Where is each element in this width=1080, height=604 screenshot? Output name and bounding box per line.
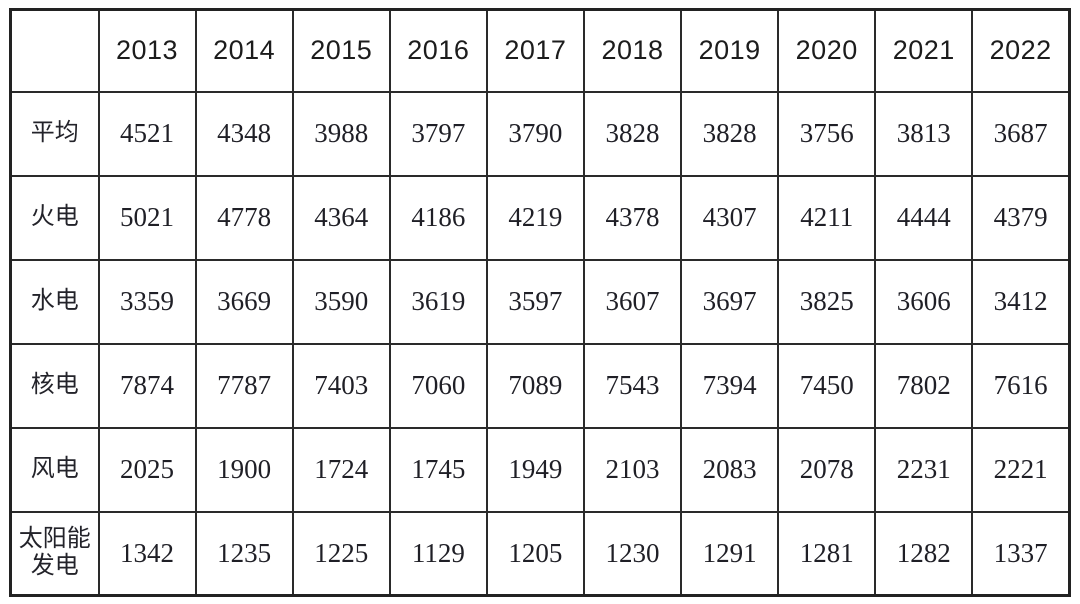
value-cell: 2231	[874, 426, 974, 513]
value-cell: 5021	[97, 174, 197, 261]
value-cell: 1282	[874, 510, 974, 597]
value-cell: 7802	[874, 342, 974, 429]
value-cell: 1949	[485, 426, 585, 513]
value-cell: 1724	[291, 426, 391, 513]
value-cell: 4379	[971, 174, 1071, 261]
value-cell: 1900	[194, 426, 294, 513]
value-cell: 1225	[291, 510, 391, 597]
value-cell: 1230	[582, 510, 683, 597]
table-row: 风电 2025 1900 1724 1745 1949 2103 2083 2078 2231 22…	[9, 426, 1071, 513]
value-cell: 3988	[291, 90, 391, 177]
table-row: 平均 4521 4348 3988 3797 3790 3828 3828 3756 3813 36…	[9, 90, 1071, 177]
table-header: 2013 2014 2015 2016 2017 2018 2019 2020 2021 2022	[9, 8, 1071, 93]
value-cell: 3828	[582, 90, 683, 177]
value-cell: 7543	[582, 342, 683, 429]
value-cell: 1205	[485, 510, 585, 597]
year-header-cell: 2017	[485, 8, 585, 93]
value-cell: 4778	[194, 174, 294, 261]
value-cell: 3756	[777, 90, 877, 177]
year-header-cell: 2019	[680, 8, 780, 93]
table-row: 水电 3359 3669 3590 3619 3597 3607 3697 3825 3606 34…	[9, 258, 1071, 345]
value-cell: 7089	[485, 342, 585, 429]
value-cell: 4186	[388, 174, 488, 261]
value-cell: 7616	[971, 342, 1071, 429]
table-row: 太阳能发电 1342 1235 1225 1129 1205 1230 1291 1281 128…	[9, 510, 1071, 597]
value-cell: 4378	[582, 174, 683, 261]
value-cell: 2025	[97, 426, 197, 513]
value-cell: 3687	[971, 90, 1071, 177]
value-cell: 3797	[388, 90, 488, 177]
value-cell: 3790	[485, 90, 585, 177]
corner-cell	[9, 8, 100, 93]
value-cell: 3359	[97, 258, 197, 345]
value-cell: 4307	[680, 174, 780, 261]
year-header-cell: 2016	[388, 8, 488, 93]
value-cell: 4219	[485, 174, 585, 261]
value-cell: 7874	[97, 342, 197, 429]
row-label-cell: 水电	[9, 258, 100, 345]
value-cell: 3825	[777, 258, 877, 345]
value-cell: 3669	[194, 258, 294, 345]
value-cell: 3607	[582, 258, 683, 345]
value-cell: 1129	[388, 510, 488, 597]
value-cell: 4364	[291, 174, 391, 261]
value-cell: 3590	[291, 258, 391, 345]
data-table: 2013 2014 2015 2016 2017 2018 2019 2020 2021 2022…	[9, 8, 1071, 597]
year-header-cell: 2018	[582, 8, 683, 93]
value-cell: 7394	[680, 342, 780, 429]
value-cell: 7403	[291, 342, 391, 429]
value-cell: 3828	[680, 90, 780, 177]
value-cell: 2221	[971, 426, 1071, 513]
table-row: 火电 5021 4778 4364 4186 4219 4378 4307 4211 4444 43…	[9, 174, 1071, 261]
value-cell: 4521	[97, 90, 197, 177]
value-cell: 3813	[874, 90, 974, 177]
row-label-cell: 核电	[9, 342, 100, 429]
header-row: 2013 2014 2015 2016 2017 2018 2019 2020 2021 2022	[9, 8, 1071, 93]
value-cell: 7787	[194, 342, 294, 429]
value-cell: 1291	[680, 510, 780, 597]
value-cell: 3597	[485, 258, 585, 345]
value-cell: 3412	[971, 258, 1071, 345]
value-cell: 1337	[971, 510, 1071, 597]
table-row: 核电 7874 7787 7403 7060 7089 7543 7394 7450 7802 76…	[9, 342, 1071, 429]
year-header-cell: 2020	[777, 8, 877, 93]
value-cell: 3697	[680, 258, 780, 345]
row-label-cell: 火电	[9, 174, 100, 261]
year-header-cell: 2013	[97, 8, 197, 93]
row-label-cell: 风电	[9, 426, 100, 513]
value-cell: 7060	[388, 342, 488, 429]
value-cell: 2083	[680, 426, 780, 513]
value-cell: 3606	[874, 258, 974, 345]
year-header-cell: 2021	[874, 8, 974, 93]
value-cell: 2078	[777, 426, 877, 513]
value-cell: 4211	[777, 174, 877, 261]
value-cell: 1342	[97, 510, 197, 597]
value-cell: 2103	[582, 426, 683, 513]
value-cell: 4444	[874, 174, 974, 261]
row-label-cell: 平均	[9, 90, 100, 177]
table-body: 平均 4521 4348 3988 3797 3790 3828 3828 3756 3813 36…	[9, 90, 1071, 597]
value-cell: 7450	[777, 342, 877, 429]
value-cell: 3619	[388, 258, 488, 345]
value-cell: 1745	[388, 426, 488, 513]
year-header-cell: 2022	[971, 8, 1071, 93]
value-cell: 4348	[194, 90, 294, 177]
year-header-cell: 2014	[194, 8, 294, 93]
value-cell: 1235	[194, 510, 294, 597]
year-header-cell: 2015	[291, 8, 391, 93]
row-label-cell: 太阳能发电	[9, 510, 100, 597]
value-cell: 1281	[777, 510, 877, 597]
